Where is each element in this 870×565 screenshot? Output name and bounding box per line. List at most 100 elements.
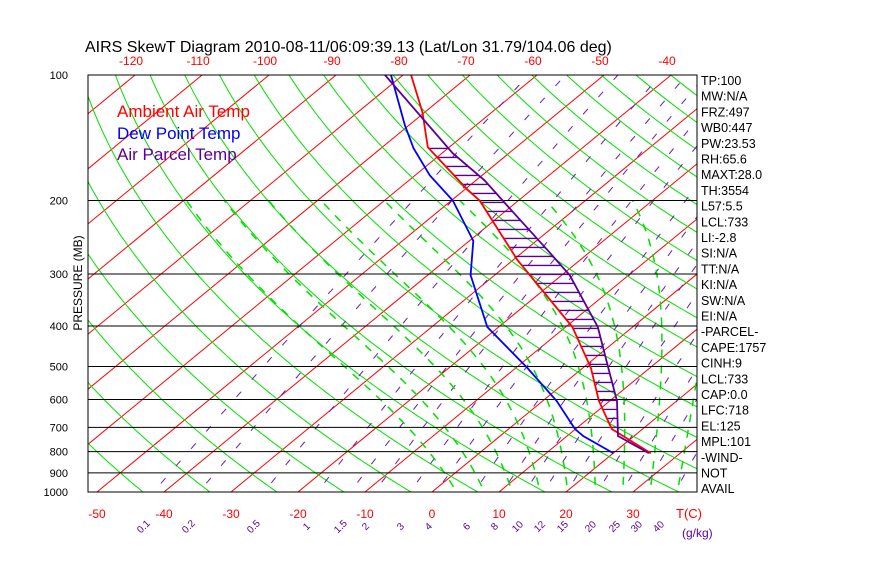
temp-unit-label: T(C) (676, 506, 702, 521)
dry-adiabat-line (114, 75, 546, 492)
parcel-temp-point (607, 367, 610, 369)
top-temp-tick-label: -120 (119, 54, 143, 68)
stat-item: MAXT:28.0 (701, 168, 762, 182)
mixing-ratio-line (263, 75, 619, 492)
dry-adiabat-line (427, 75, 697, 290)
dry-adiabat-line (88, 442, 144, 492)
stat-item: NOT (701, 467, 728, 481)
stat-item: TT:N/A (701, 262, 740, 276)
mixing-ratio-tick-label: 20 (583, 519, 599, 535)
dry-adiabat-line (218, 75, 697, 470)
mixing-ratio-tick-label: 0.1 (135, 518, 153, 536)
moist-adiabat-line (632, 200, 663, 492)
top-temp-tick-label: -100 (253, 54, 277, 68)
dry-adiabat-line (830, 66, 870, 501)
stat-item: MW:N/A (701, 90, 748, 104)
stat-item: -WIND- (701, 451, 743, 465)
bottom-temp-tick-label: 0 (429, 507, 436, 521)
profiles (384, 75, 652, 454)
parcel-temp-point (617, 435, 619, 437)
dewpoint-temp-point (486, 326, 489, 328)
dewpoint-temp-point (469, 274, 472, 276)
dry-adiabat-line (88, 319, 278, 492)
parcel-temp-point (510, 209, 513, 212)
pressure-tick-label: 700 (50, 422, 68, 434)
mixing-ratio-line (198, 75, 567, 492)
top-temp-tick-label: -80 (390, 54, 408, 68)
mixing-ratio-tick-label: 1 (301, 521, 313, 533)
moist-adiabat-line (223, 200, 486, 492)
legend-dewpoint: Dew Point Temp (117, 124, 240, 143)
mixing-ratio-line (316, 75, 662, 492)
cape-hatching (428, 147, 618, 429)
parcel-temp-point (451, 152, 454, 154)
dry-adiabat-line (392, 75, 697, 319)
mixing-ratio-tick-label: 8 (489, 521, 501, 533)
dewpoint-temp-point (574, 428, 576, 430)
legend: Ambient Air Temp Dew Point Temp Air Parc… (117, 102, 250, 164)
mixing-ratio-tick-label: 2 (360, 521, 372, 533)
bottom-temp-tick-label: 30 (626, 507, 640, 521)
parcel-temp-point (647, 452, 650, 454)
isotherm-line (163, 75, 672, 492)
dewpoint-temp-point (429, 174, 431, 177)
isotherm-line (0, 66, 79, 501)
ambient-temp-point (421, 111, 424, 114)
dry-adiabat-line (796, 66, 870, 501)
mixing-ratio-tick-label: 6 (461, 521, 473, 533)
dewpoint-temp-point (612, 452, 614, 454)
isotherm-line (88, 75, 471, 390)
top-temp-tick-label: -110 (187, 54, 210, 68)
dewpoint-temp-line (390, 75, 614, 454)
dewpoint-temp-point (412, 147, 415, 150)
dry-adiabat-line (184, 75, 681, 492)
stat-item: WB0:447 (701, 121, 752, 135)
pressure-tick-label: 1000 (44, 487, 68, 499)
ambient-temp-point (466, 188, 468, 191)
stat-item: TH:3554 (701, 184, 749, 198)
mixing-ratio-line (349, 75, 688, 492)
dry-adiabat-line (322, 75, 697, 378)
pressure-tick-label: 400 (50, 321, 68, 333)
ambient-temp-point (571, 326, 574, 328)
bottom-temp-tick-label: -30 (222, 507, 240, 521)
pressure-tick-label: 800 (50, 447, 68, 459)
stat-item: EL:125 (701, 419, 741, 433)
ambient-temp-point (598, 400, 600, 402)
ambient-temp-point (649, 452, 652, 454)
ambient-temp-point (590, 367, 592, 369)
dry-adiabat-line (288, 75, 697, 408)
stat-item: CAPE:1757 (701, 341, 766, 355)
legend-parcel: Air Parcel Temp (117, 145, 237, 164)
dry-adiabat-line (864, 66, 870, 501)
stat-item: SW:N/A (701, 294, 746, 308)
y-axis-label: PRESSURE (MB) (71, 235, 85, 330)
legend-ambient: Ambient Air Temp (117, 102, 250, 121)
stat-item: LI:-2.8 (701, 231, 736, 245)
isotherm-line (431, 273, 697, 492)
isotherm-line (364, 218, 697, 492)
dewpoint-temp-point (451, 199, 454, 202)
dry-adiabat-line (88, 253, 345, 492)
pressure-tick-label: 300 (50, 269, 68, 281)
isotherm-line (88, 75, 538, 445)
stat-item: SI:N/A (701, 247, 738, 261)
moist-adiabat-line (459, 199, 597, 492)
moist-adiabat-line (545, 200, 626, 492)
ambient-temp-point (611, 428, 613, 430)
top-temp-tick-label: -50 (591, 54, 609, 68)
ambient-temp-point (516, 259, 519, 261)
moist-adiabat-line (185, 200, 458, 492)
mixing-ratio-tick-label: 1.5 (332, 518, 350, 536)
mixing-ratio-tick-label: 0.2 (180, 518, 198, 536)
mixing-ratio-tick-label: 10 (510, 519, 526, 535)
top-temp-tick-label: -70 (457, 54, 475, 68)
stat-item: RH:65.6 (701, 153, 747, 167)
mixing-ratio-tick-label: 0.5 (245, 518, 263, 536)
dry-adiabat-line (669, 75, 697, 97)
ambient-temp-point (478, 199, 481, 202)
mixing-ratio-line (641, 398, 697, 492)
stat-item: CINH:9 (701, 357, 742, 371)
